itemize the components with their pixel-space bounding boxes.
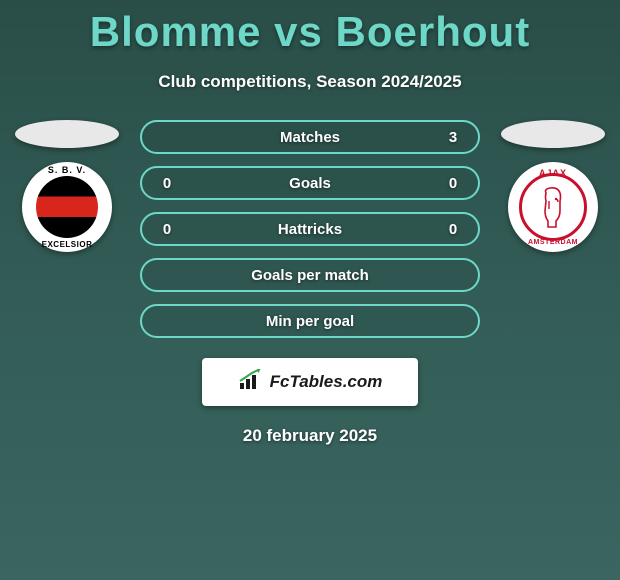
left-player-avatar [15,120,119,148]
stat-row-goals: 0 Goals 0 [140,166,480,200]
stat-label: Matches [174,129,446,146]
chart-icon [238,369,264,396]
left-team-crest: S. B. V. EXCELSIOR [22,162,112,252]
stats-column: Matches 3 0 Goals 0 0 Hattricks 0 Goals … [140,120,480,338]
stat-right-value: 0 [446,221,460,238]
ajax-head-icon [536,185,570,229]
stat-row-hattricks: 0 Hattricks 0 [140,212,480,246]
stat-label: Min per goal [174,313,446,330]
stat-left-value: 0 [160,175,174,192]
stat-right-value: 0 [446,175,460,192]
right-team-crest: AJAX AMSTERDAM [508,162,598,252]
stat-row-matches: Matches 3 [140,120,480,154]
stat-label: Goals per match [174,267,446,284]
stat-row-min-per-goal: Min per goal [140,304,480,338]
crest-text-bottom: EXCELSIOR [22,240,112,249]
right-player-avatar [501,120,605,148]
stat-label: Goals [174,175,446,192]
stat-left-value: 0 [160,221,174,238]
left-side: S. B. V. EXCELSIOR [12,120,122,252]
branding-badge: FcTables.com [202,358,418,406]
stat-right-value: 3 [446,129,460,146]
stat-row-goals-per-match: Goals per match [140,258,480,292]
branding-text: FcTables.com [270,372,383,392]
page-title: Blomme vs Boerhout [0,0,620,56]
crest-text-top: S. B. V. [22,165,112,175]
stat-label: Hattricks [174,221,446,238]
comparison-content: S. B. V. EXCELSIOR Matches 3 0 Goals 0 0… [0,120,620,338]
page-subtitle: Club competitions, Season 2024/2025 [0,72,620,92]
right-side: AJAX AMSTERDAM [498,120,608,252]
crest-text-bottom: AMSTERDAM [508,239,598,246]
comparison-date: 20 february 2025 [0,426,620,446]
